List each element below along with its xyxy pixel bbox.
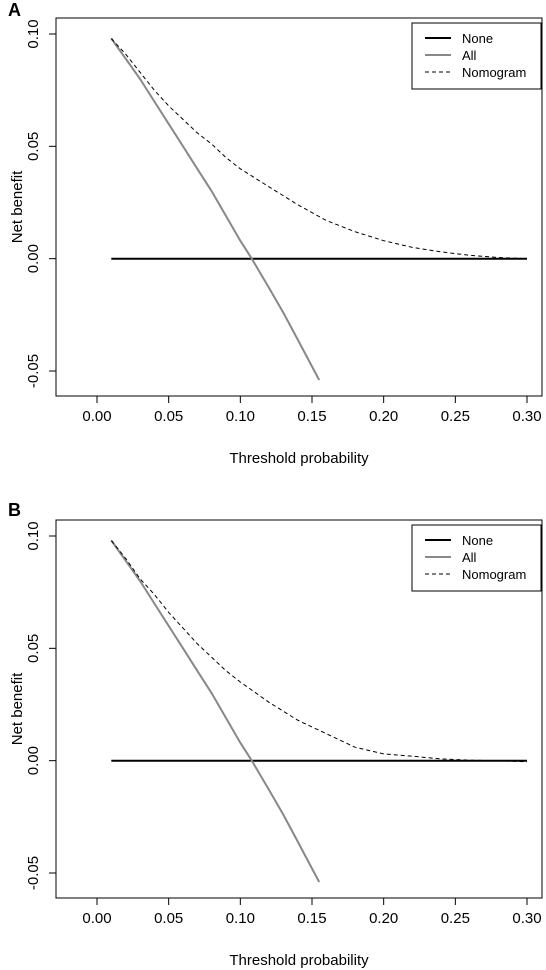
y-axis-title: Net benefit bbox=[9, 170, 26, 243]
x-tick-label: 0.10 bbox=[226, 408, 255, 425]
x-axis-title: Threshold probability bbox=[229, 952, 369, 969]
y-tick-label: 0.05 bbox=[25, 132, 42, 161]
y-tick-label: 0.10 bbox=[25, 19, 42, 48]
legend-box bbox=[411, 22, 542, 90]
panel-b: B 0.00 0.05 0.10 0.15 0.20 0.25 0.30 -0.05 0.00 0.… bbox=[8, 500, 543, 969]
x-tick-label: 0.05 bbox=[154, 910, 183, 927]
series-line-nomogram bbox=[110, 540, 528, 763]
x-tick-label: 0.00 bbox=[82, 910, 111, 927]
x-tick-label: 0.25 bbox=[441, 910, 470, 927]
y-tick-label: 0.00 bbox=[25, 746, 42, 775]
legend-label-nomogram: Nomogram bbox=[462, 567, 526, 582]
x-axis-title: Threshold probability bbox=[229, 450, 369, 467]
y-tick-label: 0.10 bbox=[25, 521, 42, 550]
panel-tag: B bbox=[8, 500, 21, 520]
x-tick-label: 0.30 bbox=[512, 910, 541, 927]
x-tick-label: 0.00 bbox=[82, 408, 111, 425]
plot-frame bbox=[55, 17, 543, 397]
series-line-all bbox=[110, 539, 321, 883]
x-tick-label: 0.25 bbox=[441, 408, 470, 425]
y-tick-label: 0.00 bbox=[25, 244, 42, 273]
series-line-all bbox=[110, 37, 321, 381]
panel-tag: A bbox=[8, 0, 21, 20]
legend-label-nomogram: Nomogram bbox=[462, 65, 526, 80]
y-tick-label: -0.05 bbox=[25, 354, 42, 388]
series-line-nomogram bbox=[110, 38, 528, 260]
legend-label-none: None bbox=[462, 533, 493, 548]
x-tick-label: 0.10 bbox=[226, 910, 255, 927]
legend-label-all: All bbox=[462, 550, 477, 565]
legend-label-all: All bbox=[462, 48, 477, 63]
x-tick-label: 0.15 bbox=[297, 408, 326, 425]
legend-label-none: None bbox=[462, 31, 493, 46]
x-tick-label: 0.20 bbox=[369, 408, 398, 425]
x-tick-label: 0.30 bbox=[512, 408, 541, 425]
x-tick-label: 0.15 bbox=[297, 910, 326, 927]
plot-frame bbox=[55, 519, 543, 899]
x-tick-label: 0.20 bbox=[369, 910, 398, 927]
panel-a: A 0.00 0.05 0.10 0.15 0.20 0.25 0.30 -0.05 0.00 0.… bbox=[8, 0, 543, 467]
x-tick-label: 0.05 bbox=[154, 408, 183, 425]
y-tick-label: 0.05 bbox=[25, 634, 42, 663]
y-tick-label: -0.05 bbox=[25, 856, 42, 890]
y-axis-title: Net benefit bbox=[9, 672, 26, 745]
